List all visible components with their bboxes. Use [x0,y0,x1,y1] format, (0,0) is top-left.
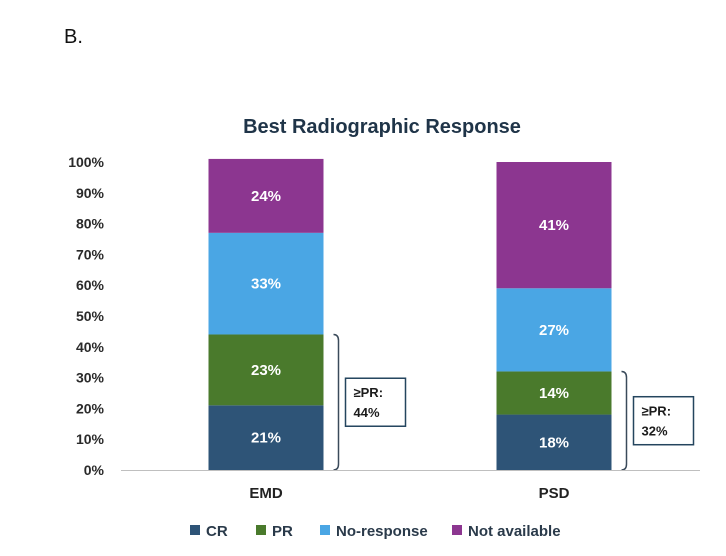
y-tick-label: 40% [76,339,105,355]
y-tick-label: 90% [76,185,105,201]
legend-label: No-response [336,523,428,540]
legend: CR PR No-response Not available [190,523,561,540]
legend-label: CR [206,523,228,540]
data-label: 33% [251,276,281,293]
y-axis: 0% 10% 20% 30% 40% 50% 60% 70% 80% 90% 100% [68,154,104,478]
chart-title: Best Radiographic Response [243,116,521,138]
annotation-line2: 32% [642,424,668,439]
bar-segment [208,158,324,233]
y-tick-label: 70% [76,246,105,262]
x-category-label: EMD [249,485,283,502]
data-label: 41% [539,217,569,234]
legend-swatch [452,525,462,535]
y-tick-label: 50% [76,308,105,324]
annotation-box [344,377,407,427]
annotation-bracket [621,370,628,471]
x-category-label: PSD [539,485,570,502]
data-label: 21% [251,430,281,447]
y-tick-label: 30% [76,370,105,386]
annotation-box [632,395,695,446]
data-label: 24% [251,188,281,205]
y-tick-label: 10% [76,431,105,447]
y-tick-label: 60% [76,277,105,293]
legend-swatch [256,525,266,535]
annotation-bracket [333,333,340,471]
bar-segment [208,232,324,335]
legend-swatch [190,525,200,535]
legend-label: Not available [468,523,561,540]
data-label: 27% [539,322,569,339]
y-tick-label: 100% [68,154,104,170]
legend-swatch [320,525,330,535]
bar-segment [496,414,612,470]
bars: 21% 23% 33% 24% 18% 14% 27% 41% [208,158,612,470]
annotation-line1: ≥PR: [354,385,384,400]
y-tick-label: 0% [84,462,105,478]
x-axis: EMD PSD [121,470,700,502]
annotation-line2: 44% [354,405,380,420]
y-tick-label: 80% [76,216,105,232]
bar-segment [208,334,324,406]
pr-annotations: ≥PR: 44% ≥PR: 32% [333,333,695,471]
panel-label: B. [64,26,83,48]
bar-segment [496,288,612,372]
data-label: 18% [539,434,569,451]
annotation-line1: ≥PR: [642,404,672,419]
data-label: 23% [251,362,281,379]
bar-segment [496,371,612,415]
bar-segment [496,162,612,289]
bar-segment [208,405,324,470]
legend-label: PR [272,523,293,540]
data-label: 14% [539,385,569,402]
y-tick-label: 20% [76,400,105,416]
